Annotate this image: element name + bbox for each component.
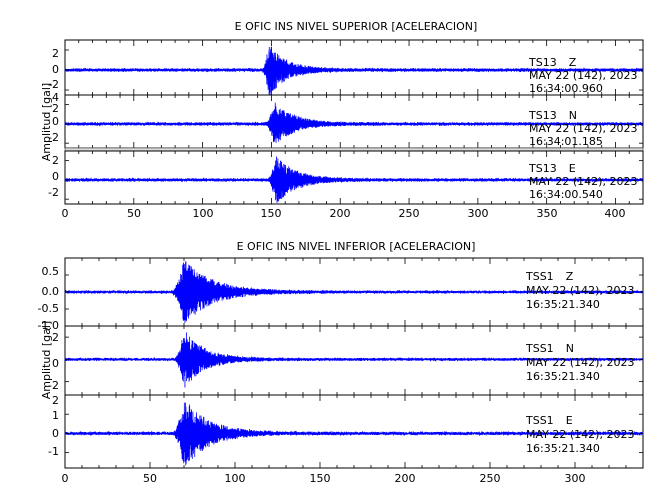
x-tick-label: 100 [225, 472, 246, 485]
y-tick-label: -2 [48, 379, 59, 392]
x-tick-label: 400 [605, 207, 626, 220]
trace-date: MAY 22 (142), 2023 [526, 284, 634, 297]
y-tick-label: 0 [52, 63, 59, 76]
trace-time: 16:34:00.540 [529, 188, 603, 201]
y-tick-label: 2 [52, 331, 59, 344]
y-tick-label: 0 [52, 115, 59, 128]
x-tick-label: 250 [399, 207, 420, 220]
y-tick-label: -1 [48, 445, 59, 458]
y-tick-label: -2 [48, 78, 59, 91]
x-tick-label: 50 [127, 207, 141, 220]
y-tick-label: 0.5 [42, 265, 60, 278]
trace-time: 16:34:00.960 [529, 82, 603, 95]
trace-station: TSS1 Z [525, 270, 574, 283]
upper-level-panel: E OFIC INS NIVEL SUPERIOR [ACELERACION] … [40, 20, 644, 220]
y-tick-label: -2 [48, 131, 59, 144]
y-tick-label: 0 [52, 357, 59, 370]
y-tick-label: -0.5 [38, 302, 59, 315]
trace-tss1-z: 0.5 0.0 -0.5 -1.0 TSS1 Z MAY 22 (142), 20… [38, 257, 644, 332]
waveform-line [64, 261, 644, 323]
upper-panel-title: E OFIC INS NIVEL SUPERIOR [ACELERACION] [235, 20, 478, 33]
trace-tss1-e: 2 1 0 -1 TSS1 E MAY 22 (142), 2023 16:35:… [48, 394, 644, 469]
trace-ts13-e: 2 0 -2 TS13 E MAY 22 (142), 2023 16:34:00… [48, 150, 644, 205]
y-tick-label: 4 [52, 91, 59, 104]
trace-date: MAY 22 (142), 2023 [529, 69, 637, 82]
trace-date: MAY 22 (142), 2023 [529, 175, 637, 188]
y-tick-label: 0.0 [42, 285, 60, 298]
trace-station: TSS1 E [525, 414, 573, 427]
y-tick-label: -1.0 [38, 319, 59, 332]
x-tick-label: 50 [143, 472, 157, 485]
x-tick-label: 250 [480, 472, 501, 485]
x-tick-label: 0 [62, 207, 69, 220]
y-tick-label: 0 [52, 170, 59, 183]
lower-level-panel: E OFIC INS NIVEL INFERIOR [ACELERACION] … [38, 240, 644, 485]
upper-x-axis: 0 50 100 150 200 250 300 350 400 [62, 207, 626, 220]
trace-time: 16:35:21.340 [526, 442, 600, 455]
x-tick-label: 200 [330, 207, 351, 220]
trace-date: MAY 22 (142), 2023 [529, 122, 637, 135]
y-tick-label: 2 [52, 154, 59, 167]
y-tick-label: 2 [52, 394, 59, 407]
trace-station: TS13 Z [528, 56, 577, 69]
trace-time: 16:35:21.340 [526, 298, 600, 311]
waveform-line [64, 102, 644, 143]
waveform-line [64, 332, 644, 388]
x-tick-label: 100 [193, 207, 214, 220]
y-tick-label: 2 [52, 47, 59, 60]
lower-x-axis: 0 50 100 150 200 250 300 [62, 472, 586, 485]
trace-time: 16:35:21.340 [526, 370, 600, 383]
x-tick-label: 150 [261, 207, 282, 220]
upper-panel-y-axis-label: Amplitud [gal] [40, 83, 53, 161]
y-tick-label: -2 [48, 186, 59, 199]
trace-time: 16:34:01.185 [529, 135, 603, 148]
x-tick-label: 350 [537, 207, 558, 220]
trace-date: MAY 22 (142), 2023 [526, 428, 634, 441]
trace-date: MAY 22 (142), 2023 [526, 356, 634, 369]
x-tick-label: 300 [565, 472, 586, 485]
trace-ts13-n: 4 2 0 -2 TS13 N MAY 22 (142), 2023 16:34:… [48, 91, 644, 149]
trace-station: TS13 E [528, 162, 576, 175]
trace-tss1-n: 2 0 -2 TSS1 N MAY 22 (142), 2023 16:35:21… [48, 325, 644, 396]
y-tick-label: 2 [52, 102, 59, 115]
x-tick-label: 150 [310, 472, 331, 485]
lower-panel-y-axis-label: Amplitud [gal] [40, 321, 53, 399]
y-tick-label: 1 [52, 409, 59, 422]
waveform-line [64, 46, 644, 96]
waveform-line [64, 402, 644, 466]
trace-station: TS13 N [528, 109, 577, 122]
waveform-line [64, 156, 644, 203]
trace-station: TSS1 N [525, 342, 574, 355]
x-tick-label: 200 [395, 472, 416, 485]
x-tick-label: 300 [468, 207, 489, 220]
lower-panel-title: E OFIC INS NIVEL INFERIOR [ACELERACION] [237, 240, 476, 253]
trace-ts13-z: 2 0 -2 TS13 Z MAY 22 (142), 2023 16:34:00… [48, 39, 644, 96]
y-tick-label: 0 [52, 427, 59, 440]
x-tick-label: 0 [62, 472, 69, 485]
